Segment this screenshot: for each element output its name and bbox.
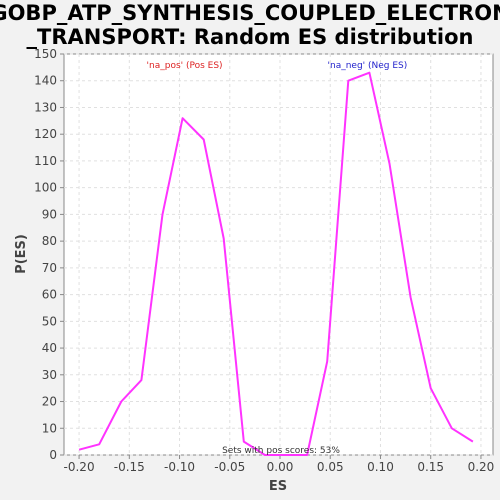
- x-tick-label: 0.05: [317, 460, 344, 474]
- y-tick-label: 100: [34, 181, 57, 195]
- y-tick-label: 120: [34, 127, 57, 141]
- x-tick-label: -0.15: [114, 460, 145, 474]
- y-tick-label: 80: [42, 234, 57, 248]
- chart-title-line-1: GOBP_ATP_SYNTHESIS_COUPLED_ELECTRON: [0, 1, 500, 25]
- x-tick-label: 0.20: [468, 460, 495, 474]
- y-tick-label: 60: [42, 288, 57, 302]
- y-tick-label: 150: [34, 47, 57, 61]
- x-tick-label: -0.20: [64, 460, 95, 474]
- x-tick-label: -0.10: [164, 460, 195, 474]
- y-tick-label: 10: [42, 421, 57, 435]
- y-tick-label: 40: [42, 341, 57, 355]
- y-tick-label: 30: [42, 368, 57, 382]
- y-tick-label: 20: [42, 395, 57, 409]
- chart-title-line-2: _TRANSPORT: Random ES distribution: [27, 25, 474, 49]
- y-tick-label: 90: [42, 207, 57, 221]
- y-axis-label: P(ES): [14, 234, 29, 274]
- annotation-label: 'na_pos' (Pos ES): [147, 61, 223, 71]
- y-tick-label: 140: [34, 74, 57, 88]
- x-tick-label: -0.05: [214, 460, 245, 474]
- y-tick-label: 0: [49, 448, 57, 462]
- y-tick-label: 130: [34, 100, 57, 114]
- footnote: Sets with pos scores: 53%: [222, 446, 340, 456]
- y-tick-label: 50: [42, 314, 57, 328]
- annotation-label: 'na_neg' (Neg ES): [328, 61, 408, 71]
- y-tick-label: 110: [34, 154, 57, 168]
- y-tick-label: 70: [42, 261, 57, 275]
- x-axis-label: ES: [269, 479, 287, 494]
- x-tick-label: 0.15: [417, 460, 444, 474]
- x-tick-label: 0.00: [267, 460, 294, 474]
- x-tick-label: 0.10: [367, 460, 394, 474]
